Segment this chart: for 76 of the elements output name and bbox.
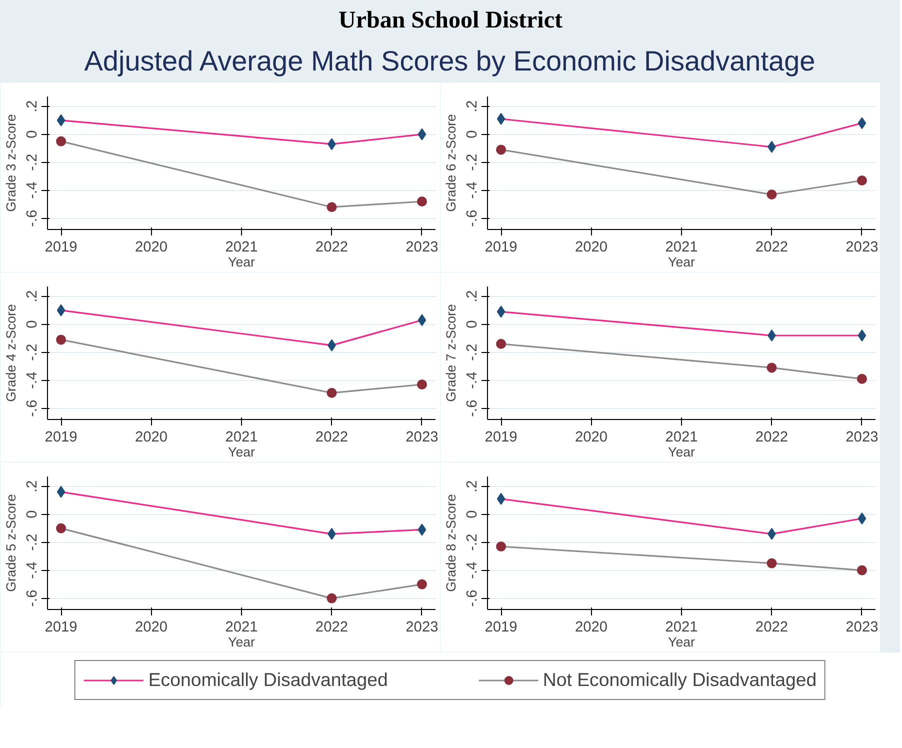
x-tick-label: 2021 — [665, 620, 698, 636]
x-tick-label: 2022 — [755, 430, 788, 446]
x-tick-label: 2022 — [315, 620, 348, 636]
x-axis-title: Year — [228, 254, 256, 270]
x-tick-label: 2019 — [44, 240, 78, 256]
y-tick-label: 0 — [464, 510, 480, 518]
chart-subtitle: Adjusted Average Math Scores by Economic Disadvantage — [84, 46, 816, 76]
x-tick-label: 2020 — [134, 240, 168, 256]
x-tick-label: 2023 — [846, 620, 878, 636]
x-tick-label: 2023 — [846, 430, 878, 446]
y-tick-label: -.2 — [464, 344, 480, 361]
x-tick-label: 2023 — [846, 240, 878, 256]
x-tick-label: 2021 — [665, 240, 698, 256]
x-tick-label: 2019 — [484, 620, 518, 636]
x-tick-label: 2019 — [44, 620, 78, 636]
x-tick-label: 2019 — [484, 430, 518, 446]
y-tick-label: -.4 — [24, 562, 40, 579]
y-axis-title: Grade 5 z-Score — [4, 494, 18, 592]
y-tick-label: .2 — [464, 480, 480, 492]
y-tick-label: -.2 — [24, 534, 40, 551]
x-tick-label: 2021 — [225, 620, 258, 636]
chart-title: Urban School District — [338, 8, 563, 34]
y-tick-label: .2 — [464, 100, 480, 112]
y-tick-label: 0 — [24, 320, 40, 328]
x-tick-label: 2020 — [574, 430, 608, 446]
x-tick-label: 2022 — [755, 620, 788, 636]
x-tick-label: 2022 — [315, 430, 348, 446]
x-tick-label: 2022 — [755, 240, 788, 256]
x-tick-label: 2020 — [134, 430, 168, 446]
x-axis-title: Year — [668, 634, 696, 650]
y-tick-label: .2 — [24, 480, 40, 492]
x-tick-label: 2023 — [406, 430, 438, 446]
y-tick-label: -.4 — [464, 182, 480, 199]
y-axis-title: Grade 7 z-Score — [444, 304, 458, 402]
y-axis-title: Grade 6 z-Score — [444, 114, 458, 212]
y-tick-label: -.6 — [24, 210, 40, 227]
y-tick-label: -.2 — [464, 154, 480, 171]
legend-label: Not Economically Disadvantaged — [542, 669, 817, 691]
y-tick-label: -.6 — [464, 210, 480, 227]
x-tick-label: 2021 — [665, 430, 698, 446]
x-axis-title: Year — [228, 444, 256, 460]
y-axis-title: Grade 4 z-Score — [4, 304, 18, 402]
x-tick-label: 2021 — [225, 240, 258, 256]
y-axis-title: Grade 3 z-Score — [4, 114, 18, 212]
y-tick-label: .2 — [24, 100, 40, 112]
y-tick-label: -.2 — [464, 534, 480, 551]
y-tick-label: 0 — [464, 130, 480, 138]
x-tick-label: 2023 — [406, 240, 438, 256]
x-tick-label: 2022 — [315, 240, 348, 256]
y-tick-label: 0 — [464, 320, 480, 328]
y-tick-label: -.2 — [24, 344, 40, 361]
x-axis-title: Year — [668, 254, 696, 270]
y-tick-label: -.6 — [24, 590, 40, 607]
x-tick-label: 2019 — [484, 240, 518, 256]
y-tick-label: -.6 — [24, 400, 40, 417]
x-tick-label: 2021 — [225, 430, 258, 446]
y-tick-label: 0 — [24, 510, 40, 518]
x-tick-label: 2020 — [134, 620, 168, 636]
y-tick-label: -.2 — [24, 154, 40, 171]
y-tick-label: -.4 — [464, 372, 480, 389]
legend-label: Economically Disadvantaged — [148, 669, 388, 691]
y-tick-label: -.6 — [464, 590, 480, 607]
y-tick-label: -.4 — [24, 182, 40, 199]
y-tick-label: -.4 — [464, 562, 480, 579]
y-tick-label: 0 — [24, 130, 40, 138]
y-tick-label: -.6 — [464, 400, 480, 417]
x-axis-title: Year — [668, 444, 696, 460]
x-tick-label: 2020 — [574, 240, 608, 256]
x-axis-title: Year — [228, 634, 256, 650]
x-tick-label: 2023 — [406, 620, 438, 636]
x-tick-label: 2019 — [44, 430, 78, 446]
x-tick-label: 2020 — [574, 620, 608, 636]
y-tick-label: .2 — [464, 290, 480, 302]
y-tick-label: .2 — [24, 290, 40, 302]
y-axis-title: Grade 8 z-Score — [444, 494, 458, 592]
y-tick-label: -.4 — [24, 372, 40, 389]
